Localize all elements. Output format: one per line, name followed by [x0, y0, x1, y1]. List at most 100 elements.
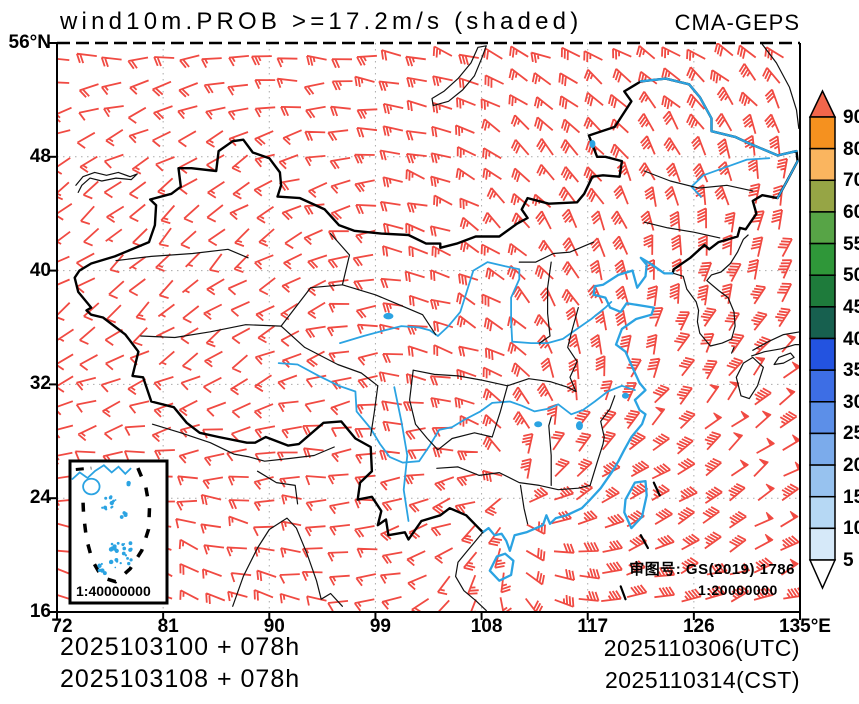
inset-island-dot: [110, 542, 114, 546]
colorbar-segment: [809, 116, 836, 150]
lon-tick-label: 72: [51, 616, 73, 637]
inset-island-dot: [114, 499, 117, 501]
colorbar-segment: [809, 306, 836, 340]
prov-neimeng-hebei: [518, 241, 595, 263]
bangladesh-border: [256, 470, 299, 505]
inset-island-dot: [128, 547, 133, 552]
inset-coastline: [71, 464, 132, 481]
lon-tick-label: 117: [577, 616, 609, 637]
prov-fujian-jiangxi: [589, 436, 605, 486]
inset-island-dot: [104, 507, 108, 511]
colorbar-tick-label: 10: [843, 518, 859, 540]
colorbar-tick-label: 20: [843, 455, 859, 477]
inset-island-dot: [128, 541, 133, 546]
map-frame: [49, 41, 801, 620]
inset-island-dot: [111, 505, 114, 508]
bengal-myanmar-coast: [232, 517, 343, 607]
yellow-river: [339, 261, 613, 344]
inset-island-dot: [112, 546, 117, 551]
colorbar-tick-label: 35: [843, 360, 859, 382]
prov-tibet-yunnan: [370, 385, 379, 437]
himalaya-foothills-border: [151, 423, 335, 462]
map-scale-label: 1:20000000: [698, 582, 778, 598]
honshu-north: [752, 331, 800, 351]
inset-coast-dash: [75, 466, 92, 471]
inset-island-dot: [121, 551, 126, 556]
inset-island-dot: [119, 515, 124, 519]
wind-barb-pennants: [655, 334, 800, 572]
lon-tick-label: 126: [682, 616, 715, 637]
lake-baikal: [431, 45, 487, 107]
inset-island-dot: [112, 499, 115, 503]
lake-balkhash: [75, 171, 138, 193]
wind-barbs-layer: [57, 43, 800, 612]
inset-island-dot: [101, 506, 104, 509]
russia-ne-coast: [761, 43, 800, 129]
colorbar-tick-label: 40: [843, 328, 859, 350]
colorbar-segment: [809, 432, 836, 466]
prov-henan-anhui: [567, 307, 579, 393]
lat-tick-label: 32: [29, 373, 51, 395]
lat-tick-label: 40: [29, 259, 51, 281]
honshu-south: [751, 344, 800, 357]
colorbar-tick-label: 45: [843, 296, 859, 318]
songhua-river: [690, 157, 771, 198]
colorbar-tick-label: 80: [843, 138, 859, 160]
lake-qinghai: [383, 312, 394, 320]
colorbar-segment: [809, 337, 836, 371]
lake-dongting: [534, 421, 543, 428]
model-label: CMA-GEPS: [674, 10, 800, 35]
kyushu: [735, 356, 764, 400]
colorbar-segment: [809, 527, 836, 561]
scs-dash-1: [652, 481, 661, 497]
lon-tick-label: 90: [263, 616, 285, 637]
lon-tick-label: 108: [470, 616, 503, 637]
valid-time-cst: 2025110314(CST): [604, 667, 800, 693]
hainan-island: [488, 552, 515, 582]
prov-tibet-qinghai: [280, 325, 379, 387]
colorbar-segment: [809, 401, 836, 435]
inset-island-dot: [114, 557, 119, 562]
tarim-river: [115, 248, 249, 262]
tsushima: [731, 346, 735, 354]
prov-shanxi-hebei: [538, 261, 552, 344]
lat-tick-label: 56°N: [8, 32, 51, 53]
inset-island-dot: [104, 496, 108, 500]
inset-island-dot: [100, 562, 103, 566]
colorbar-segment: [809, 274, 836, 308]
inset-island-dot: [129, 558, 133, 562]
inset-island-dot: [126, 556, 129, 560]
lon-tick-label: 81: [157, 616, 179, 637]
colorbar-tick-label: 70: [843, 170, 859, 192]
prov-sichuan-north: [412, 369, 509, 387]
inset-island-dot: [100, 568, 105, 573]
plot-title: wind10m.PROB >=17.2m/s (shaded): [60, 8, 583, 35]
init-time-utc: 2025103100 + 078h: [60, 633, 301, 661]
inset-island-dot: [109, 561, 111, 564]
inset-scale-label: 1:40000000: [76, 583, 151, 599]
inset-island-dot: [121, 543, 125, 546]
colorbar-segment: [809, 369, 836, 403]
valid-time-utc: 2025110306(UTC): [603, 635, 800, 661]
lon-tick-label: 135°E: [779, 616, 831, 637]
colorbar-tick-label: 55: [843, 233, 859, 255]
prov-gansu-qinghai: [341, 284, 437, 336]
china-coast: [481, 256, 674, 552]
init-time-cst: 2025103108 + 078h: [60, 665, 301, 693]
vietnam-coast: [455, 531, 487, 612]
prov-jilin-liaoning: [643, 221, 721, 239]
frame-solid-edges: [56, 43, 801, 613]
inset-island-dot: [119, 561, 122, 565]
colorbar-tick-label: 5: [843, 550, 854, 571]
probability-colorbar: [808, 89, 837, 590]
colorbar-tick-label: 60: [843, 201, 859, 223]
colorbar-segment: [809, 495, 836, 530]
colorbar-segment: [809, 242, 836, 276]
map-layers: [57, 43, 800, 612]
shikoku: [773, 352, 795, 366]
inset-island-dot: [102, 571, 107, 576]
lake-taihu: [621, 392, 629, 399]
scs-inset-map: [68, 459, 169, 605]
